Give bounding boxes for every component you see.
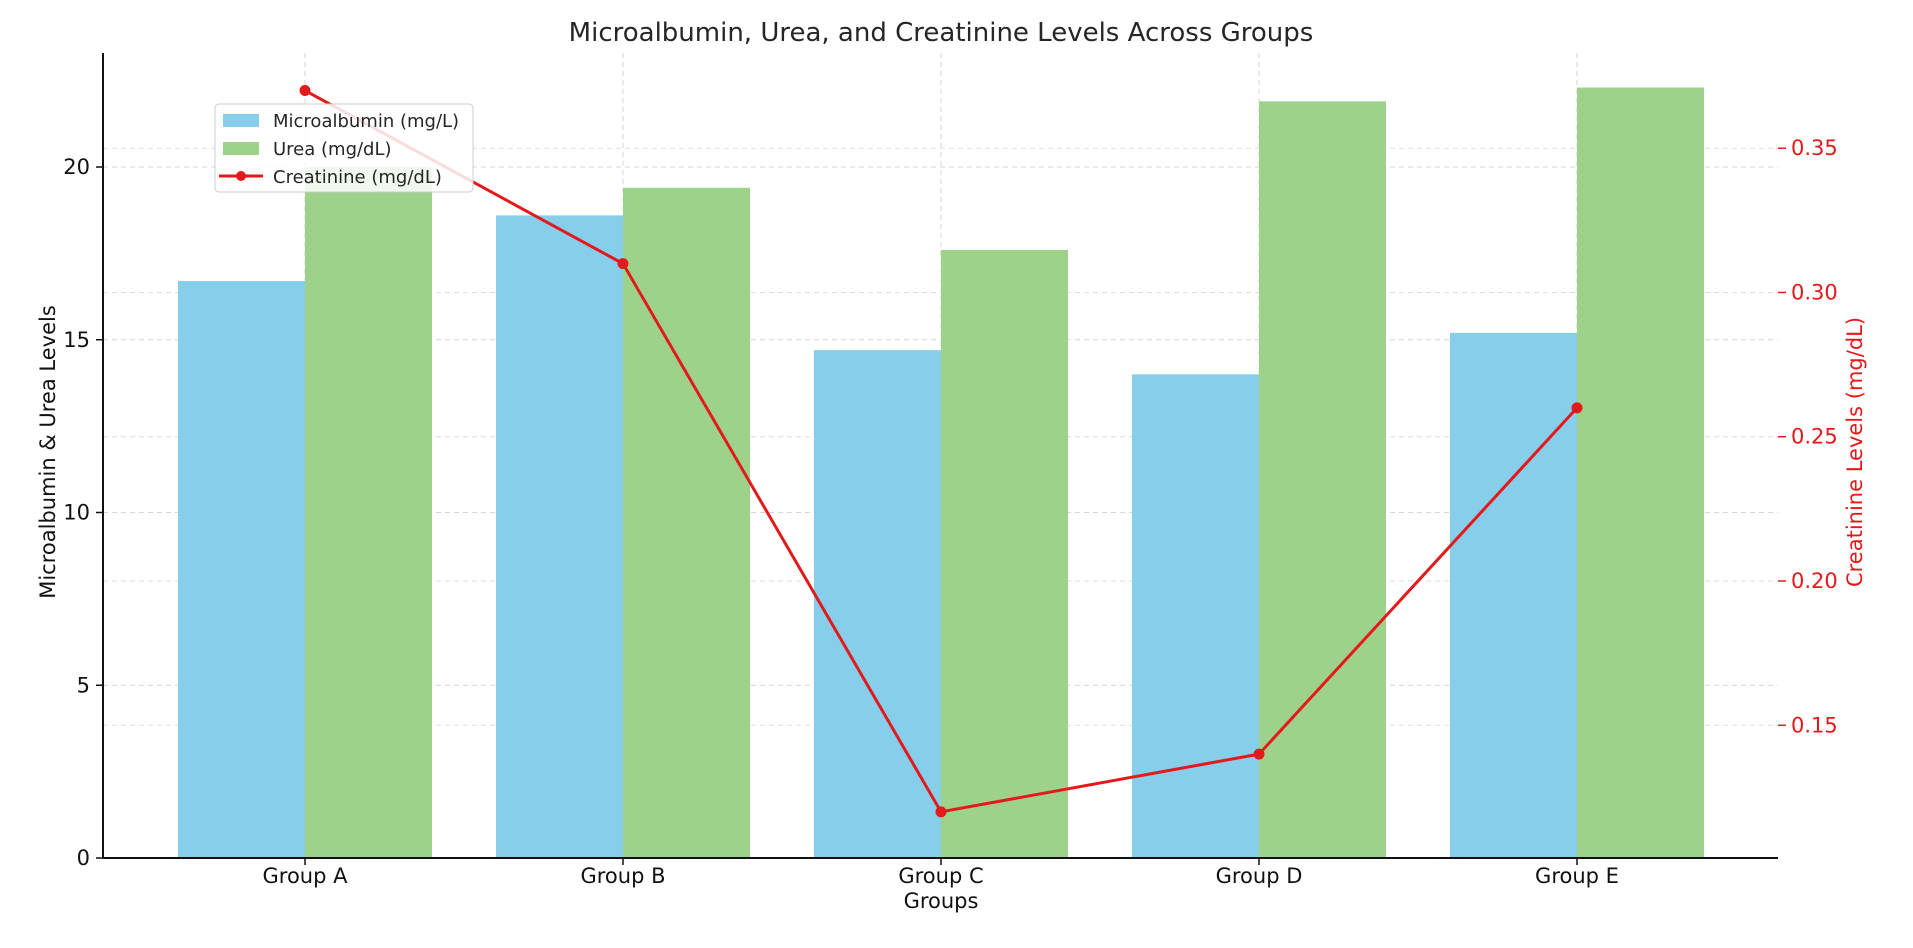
y-axis-label: Microalbumin & Urea Levels	[36, 305, 60, 599]
y-tick-label-0: 0	[77, 846, 90, 870]
bar-urea-3	[941, 249, 1068, 858]
bar-urea-4	[1259, 101, 1386, 859]
y-tick-label-1: 5	[77, 673, 90, 697]
creatinine-point-4	[1253, 748, 1265, 760]
axes: 0 5 10 15 20 0.15 0.20 0.25 0.30 0.35 Group A Group…	[63, 53, 1838, 888]
bar-urea-1	[305, 167, 432, 858]
bar-microalbumin-4	[1132, 374, 1259, 858]
y2-tick-label-2: 0.25	[1791, 425, 1838, 449]
legend-swatch-microalbumin	[223, 114, 259, 127]
creatinine-point-2	[617, 258, 629, 270]
legend-box	[214, 103, 474, 193]
bar-microalbumin-2	[496, 215, 623, 859]
bar-urea-5	[1577, 87, 1704, 858]
x-tick-label-2: Group C	[898, 864, 983, 888]
y2-tick-label-0: 0.15	[1791, 713, 1838, 737]
bar-microalbumin-1	[178, 281, 305, 858]
y2-tick-label-1: 0.20	[1791, 569, 1838, 593]
creatinine-line	[299, 85, 1583, 818]
y2-axis-label: Creatinine Levels (mg/dL)	[1843, 317, 1867, 587]
y-tick-label-4: 20	[63, 155, 90, 179]
creatinine-point-3	[935, 806, 947, 818]
y-tick-label-2: 10	[63, 501, 90, 525]
x-tick-label-4: Group E	[1535, 864, 1619, 888]
y-tick-label-3: 15	[63, 328, 90, 352]
bars	[178, 87, 1704, 859]
legend-label-microalbumin: Microalbumin (mg/L)	[273, 111, 459, 132]
legend-label-urea: Urea (mg/dL)	[273, 139, 392, 160]
legend: Microalbumin (mg/L) Urea (mg/dL) Creatin…	[214, 103, 474, 193]
y2-tick-label-4: 0.35	[1791, 136, 1838, 160]
chart-title: Microalbumin, Urea, and Creatinine Level…	[569, 18, 1314, 48]
creatinine-point-1	[299, 85, 311, 97]
legend-swatch-urea	[223, 142, 259, 155]
legend-swatch-creatinine-marker	[236, 171, 246, 181]
x-tick-label-3: Group D	[1216, 864, 1303, 888]
x-tick-label-0: Group A	[263, 864, 349, 888]
x-tick-label-1: Group B	[580, 864, 665, 888]
bar-urea-2	[623, 187, 750, 858]
y2-tick-label-3: 0.30	[1791, 280, 1838, 304]
legend-label-creatinine: Creatinine (mg/dL)	[273, 167, 442, 188]
x-axis-label: Groups	[904, 889, 979, 913]
creatinine-point-5	[1571, 402, 1583, 414]
bar-microalbumin-5	[1450, 332, 1577, 858]
